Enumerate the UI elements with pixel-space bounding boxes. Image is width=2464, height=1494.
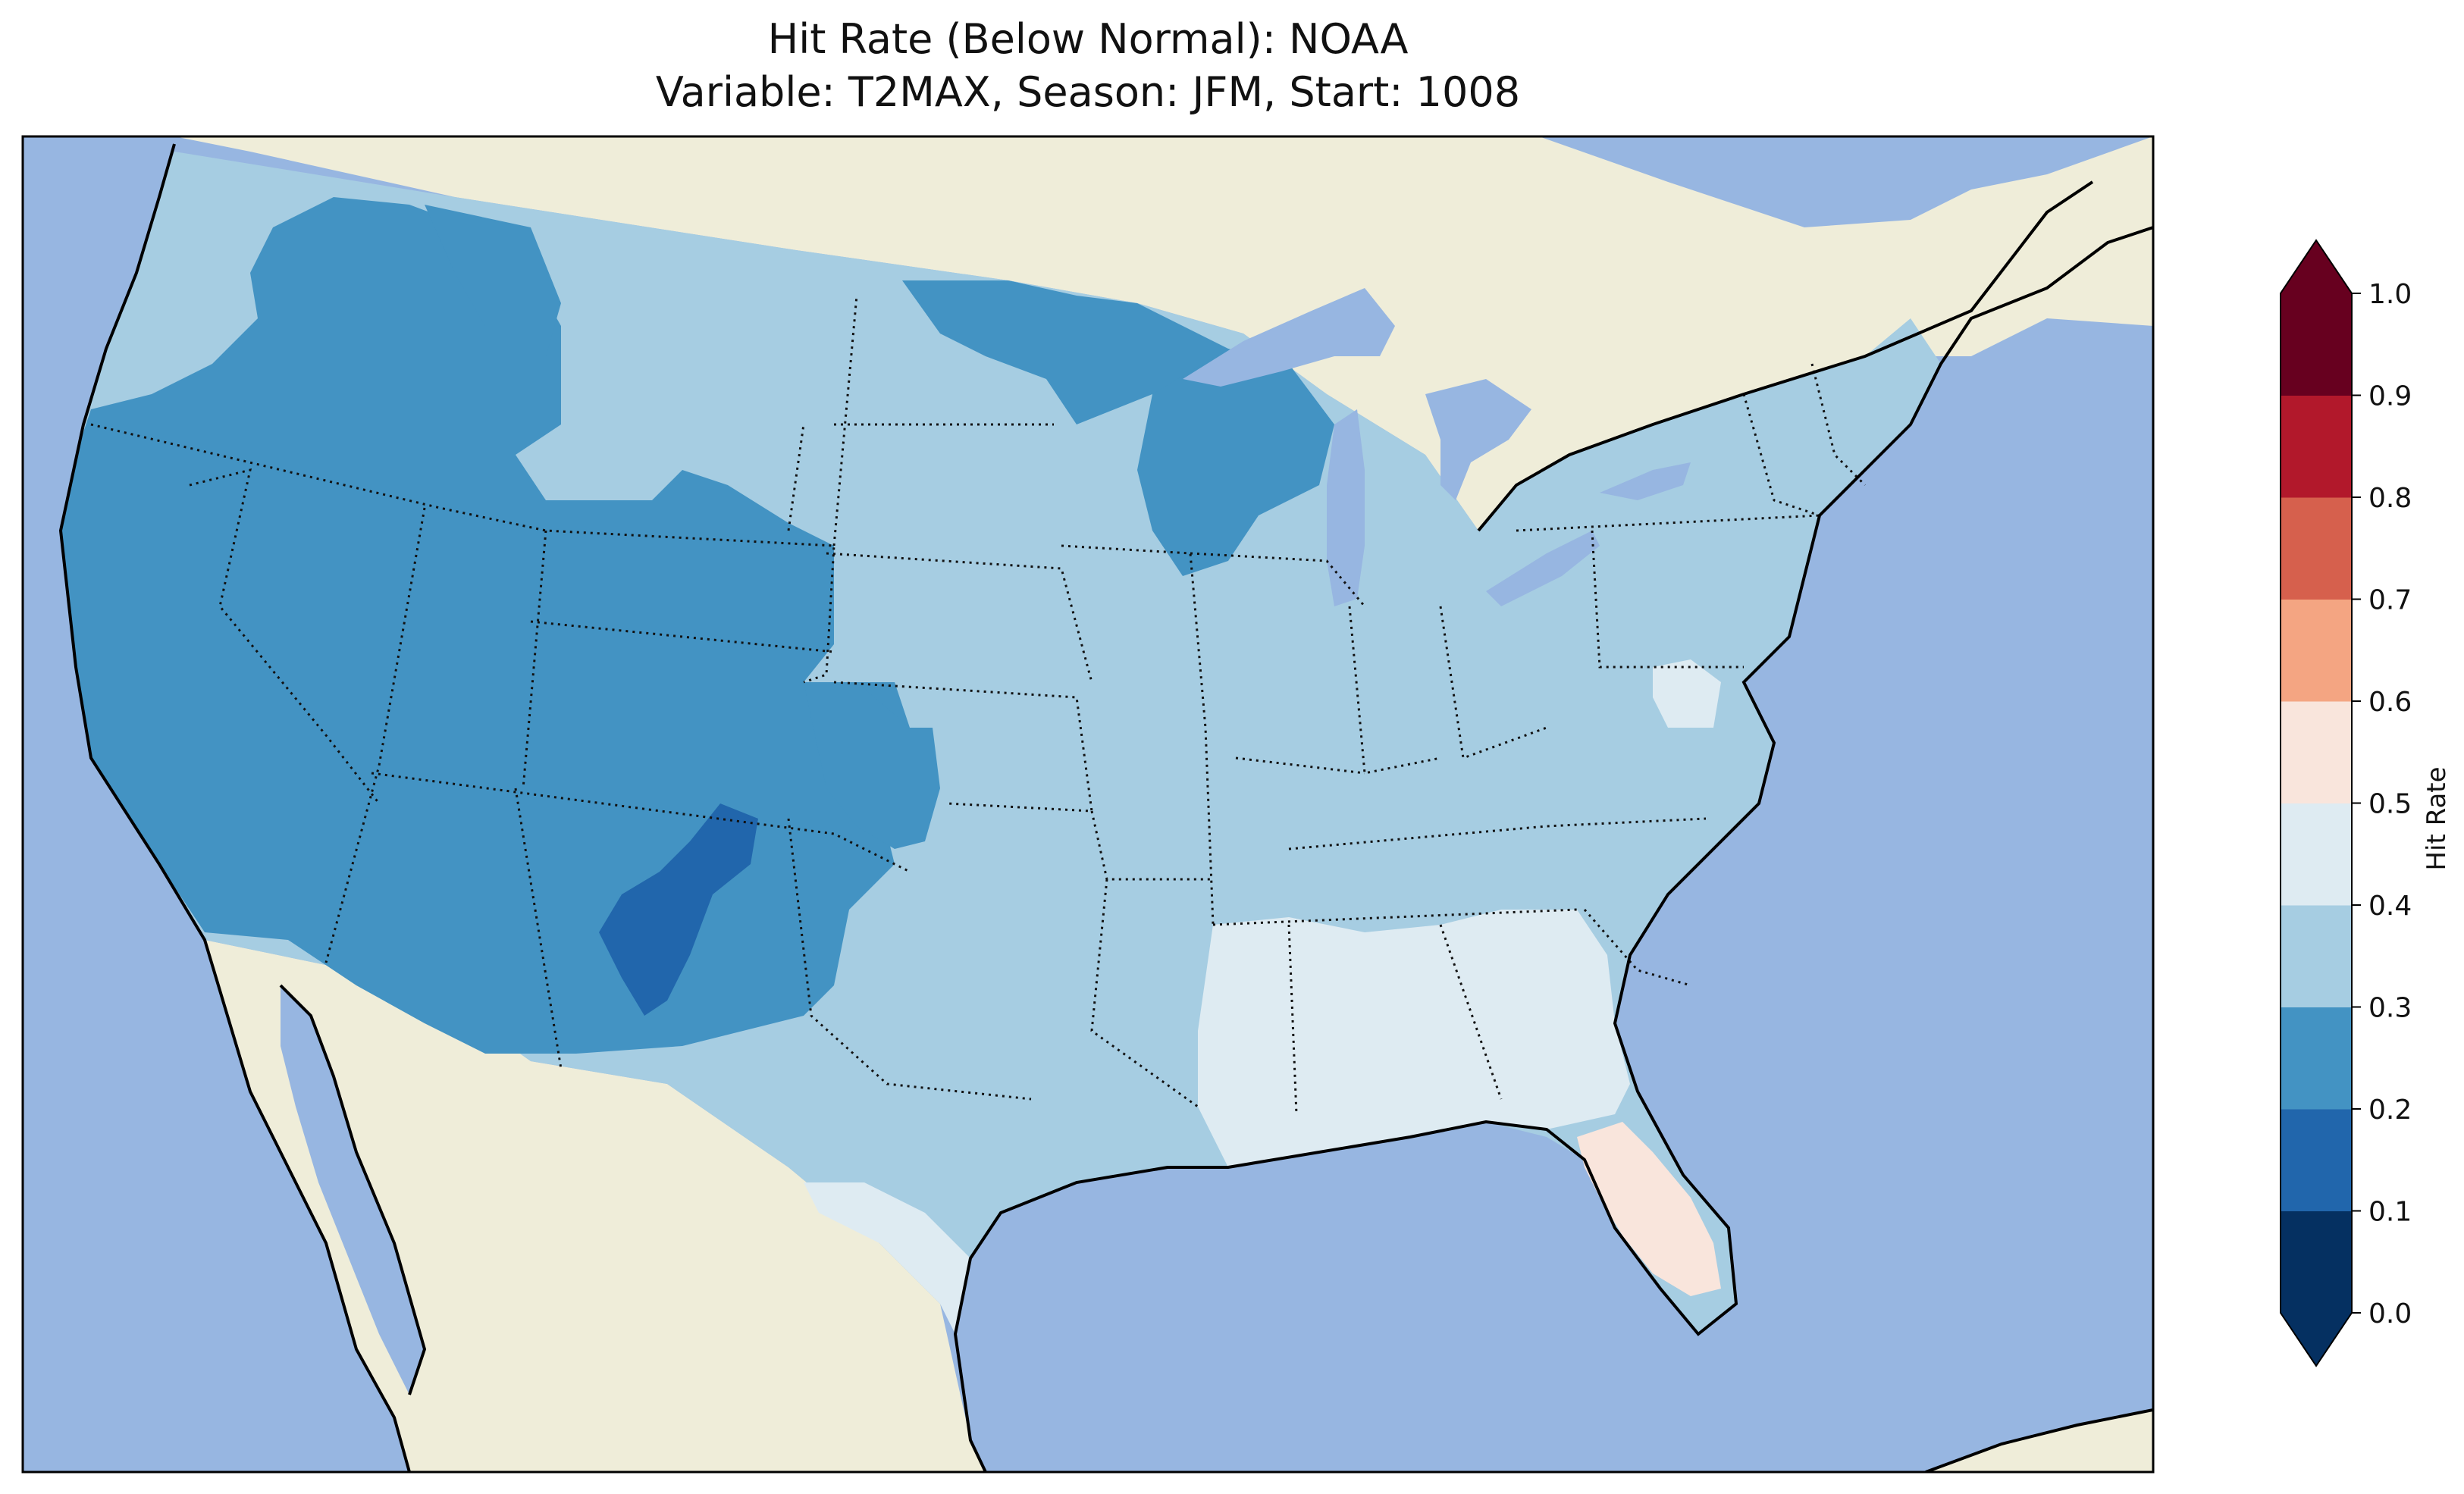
colorbar-tick-label: 0.5 bbox=[2368, 789, 2412, 820]
colorbar-bin bbox=[2281, 701, 2352, 803]
bin-0.2-0.3-plains bbox=[804, 682, 940, 849]
colorbar-bin bbox=[2281, 803, 2352, 906]
colorbar-tick-label: 0.0 bbox=[2368, 1298, 2412, 1330]
state-border bbox=[832, 295, 858, 547]
lake-michigan bbox=[1327, 409, 1365, 606]
cuba-land bbox=[1926, 1410, 2153, 1472]
colorbar-tick-label: 0.1 bbox=[2368, 1197, 2412, 1228]
colorbar-bin bbox=[2281, 1007, 2352, 1110]
coastline bbox=[953, 226, 2153, 1472]
state-border bbox=[324, 507, 426, 963]
colorbar-bin bbox=[2281, 905, 2352, 1007]
colorbar-tick-label: 0.4 bbox=[2368, 891, 2412, 922]
lake-ontario bbox=[1600, 462, 1691, 500]
colorbar-bins bbox=[2280, 239, 2353, 1367]
state-borders bbox=[90, 295, 1867, 1115]
coastline bbox=[1925, 1408, 2153, 1472]
state-border bbox=[1287, 924, 1298, 1115]
bin-0.4-0.5-southeast bbox=[1198, 910, 1630, 1167]
coastlines bbox=[58, 143, 2153, 1472]
map-subtitle: Variable: T2MAX, Season: JFM, Start: 100… bbox=[655, 68, 1521, 116]
colorbar-tick-label: 0.3 bbox=[2368, 993, 2412, 1024]
state-border bbox=[1439, 606, 1547, 760]
state-border bbox=[1591, 530, 1744, 669]
coastline bbox=[1477, 180, 2094, 532]
colorbar-extend-max bbox=[2281, 240, 2352, 293]
colorbar-bin bbox=[2281, 293, 2352, 396]
state-border bbox=[1061, 544, 1215, 926]
colorbar-tick-label: 0.7 bbox=[2368, 585, 2412, 616]
coastline bbox=[279, 984, 427, 1395]
colorbar-tick-label: 0.2 bbox=[2368, 1095, 2412, 1126]
colorbar-label: Hit Rate bbox=[2422, 766, 2452, 870]
colorbar-bin bbox=[2281, 497, 2352, 600]
state-border bbox=[1583, 909, 1691, 987]
bin-0.4-0.5-texas bbox=[804, 1182, 970, 1334]
colorbar-tick-label: 0.8 bbox=[2368, 483, 2412, 514]
bin-0.1-0.2-newmexico bbox=[599, 803, 758, 1016]
bin-0.2-0.3-north bbox=[425, 205, 561, 356]
canada-land bbox=[174, 136, 2153, 531]
state-border bbox=[1742, 393, 1820, 517]
state-border bbox=[1235, 756, 1365, 775]
colorbar-tick-label: 1.0 bbox=[2368, 279, 2412, 310]
lake-huron bbox=[1425, 379, 1531, 500]
colorbar-tick-label: 0.9 bbox=[2368, 381, 2412, 412]
hit-rate-field bbox=[61, 152, 1941, 1334]
state-border bbox=[1190, 552, 1366, 607]
colorbar-ticks: 0.0 0.1 0.2 0.3 0.4 0.5 0.6 0.7 0.8 0.9 1.0 bbox=[2352, 279, 2412, 1330]
state-border bbox=[787, 424, 805, 531]
state-border bbox=[1348, 606, 1441, 775]
bin-0.5-0.6-florida bbox=[1577, 1122, 1721, 1296]
coastline bbox=[58, 143, 411, 1472]
state-border bbox=[1090, 879, 1199, 1108]
map-frame bbox=[21, 135, 2155, 1474]
state-border bbox=[522, 530, 547, 789]
state-border bbox=[530, 620, 835, 653]
great-lakes bbox=[1183, 288, 1691, 606]
colorbar-bin bbox=[2281, 1109, 2352, 1211]
state-border bbox=[826, 552, 1093, 683]
lake-superior bbox=[1183, 288, 1395, 387]
state-border bbox=[90, 423, 835, 684]
colorbar-tick-label: 0.6 bbox=[2368, 687, 2412, 718]
state-border bbox=[833, 681, 1093, 813]
map-title: Hit Rate (Below Normal): NOAA bbox=[767, 15, 1409, 63]
colorbar-bin bbox=[2281, 1211, 2352, 1314]
state-border bbox=[1516, 514, 1820, 532]
colorbar-extend-min bbox=[2281, 1313, 2352, 1366]
gulf-of-california bbox=[281, 985, 425, 1395]
colorbar-bin bbox=[2281, 395, 2352, 498]
colorbar-bin bbox=[2281, 599, 2352, 702]
lake-erie bbox=[1486, 531, 1600, 606]
bin-0.4-0.5-virginia bbox=[1653, 659, 1721, 728]
bin-0.2-0.3-wisconsin bbox=[1137, 349, 1334, 576]
state-border bbox=[189, 468, 381, 804]
bin-0.2-0.3-dakota bbox=[902, 280, 1243, 424]
